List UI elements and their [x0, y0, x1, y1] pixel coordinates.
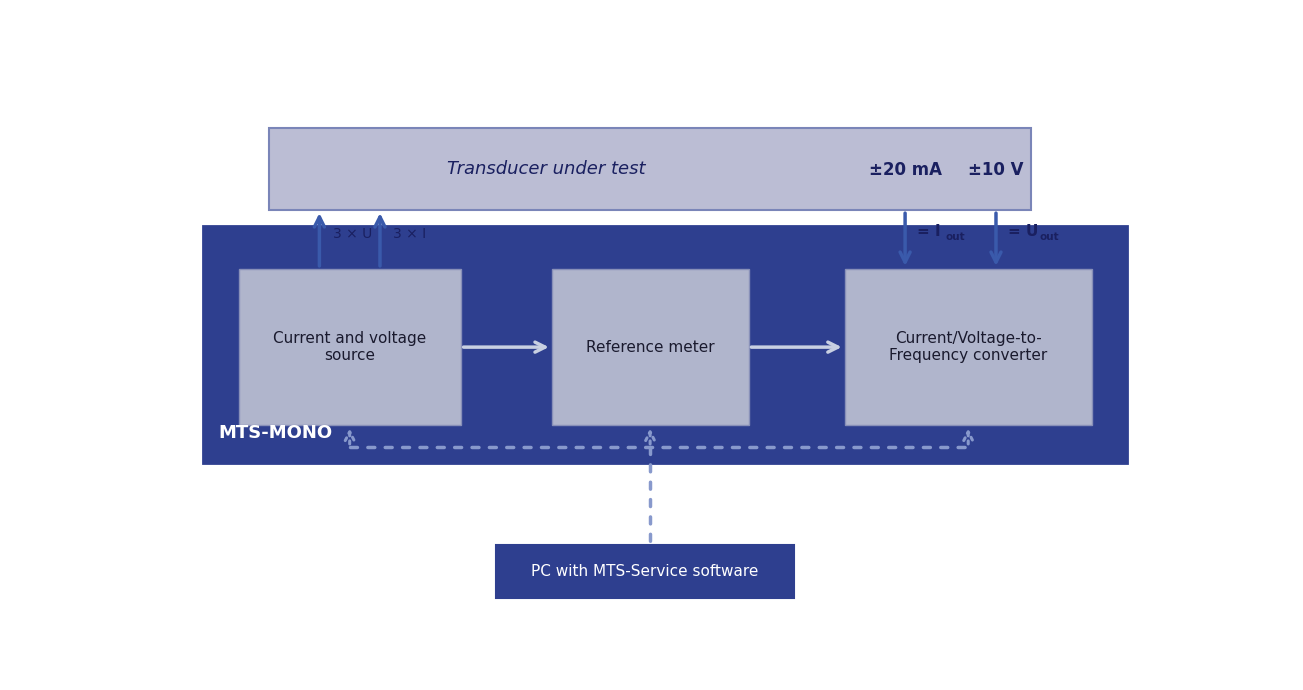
- FancyBboxPatch shape: [551, 269, 748, 426]
- FancyBboxPatch shape: [496, 545, 794, 598]
- Text: = U: = U: [1009, 224, 1038, 239]
- FancyBboxPatch shape: [844, 269, 1092, 426]
- Text: 3 × I: 3 × I: [394, 227, 426, 242]
- Text: Current and voltage
source: Current and voltage source: [274, 331, 426, 364]
- Text: Transducer under test: Transducer under test: [447, 160, 646, 178]
- Text: out: out: [1040, 232, 1059, 242]
- Text: MTS-MONO: MTS-MONO: [219, 424, 332, 442]
- Text: ±20 mA: ±20 mA: [869, 161, 942, 179]
- Text: PC with MTS-Service software: PC with MTS-Service software: [532, 564, 758, 579]
- FancyBboxPatch shape: [203, 226, 1127, 463]
- Text: Current/Voltage-to-
Frequency converter: Current/Voltage-to- Frequency converter: [889, 331, 1048, 364]
- FancyBboxPatch shape: [238, 269, 461, 426]
- Text: out: out: [946, 232, 966, 242]
- Text: ±10 V: ±10 V: [968, 161, 1024, 179]
- Text: = I: = I: [917, 224, 941, 239]
- Text: Reference meter: Reference meter: [586, 339, 714, 355]
- Text: 3 × U: 3 × U: [332, 227, 371, 242]
- FancyBboxPatch shape: [268, 128, 1032, 210]
